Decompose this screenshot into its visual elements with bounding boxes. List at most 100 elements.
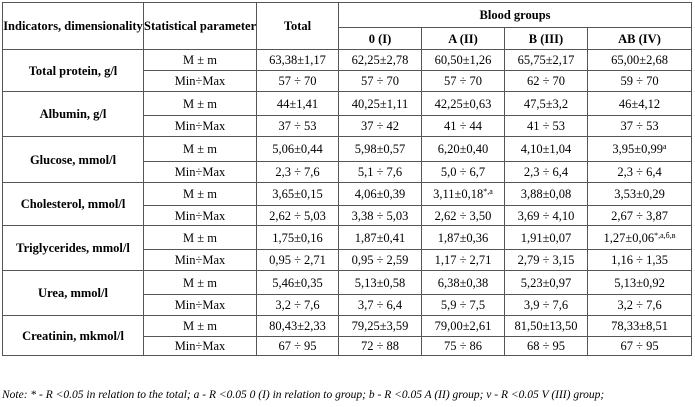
cell-group-0: 0,95 ÷ 2,59 [338, 249, 422, 271]
cell-value: 62 ÷ 70 [526, 74, 566, 88]
cell-group-b: 2,79 ÷ 3,15 [504, 249, 588, 271]
indicator-name: Total protein, g/l [2, 49, 144, 92]
cell-value: 41 ÷ 53 [526, 119, 566, 133]
cell-value: 79,00±2,61 [434, 319, 492, 333]
cell-value: 41 ÷ 44 [443, 119, 483, 133]
significance-marker: a [663, 142, 667, 151]
cell-value: 2,3 ÷ 7,6 [275, 165, 320, 179]
cell-value: 65,00±2,68 [611, 53, 668, 67]
table-row: Total protein, g/l M ± m 63,38±1,17 62,25±2… [2, 49, 693, 92]
cell-group-b: 81,50±13,50 [504, 315, 588, 337]
statistical-parameter: Min÷Max [143, 249, 257, 271]
cell-group-0: 72 ÷ 88 [338, 336, 422, 356]
cell-value: 3,2 ÷ 7,6 [275, 298, 320, 312]
cell-total: 37 ÷ 53 [256, 115, 339, 137]
statistical-parameter: Min÷Max [143, 70, 257, 92]
cell-value: 79,25±3,59 [351, 319, 409, 333]
cell-group-b: 3,69 ÷ 4,10 [504, 205, 588, 226]
cell-value: 3,69 ÷ 4,10 [517, 208, 575, 223]
cell-total: 2,3 ÷ 7,6 [256, 161, 339, 183]
cell-value: 44±1,41 [276, 96, 319, 111]
cell-group-0: 37 ÷ 42 [338, 115, 422, 137]
cell-group-0: 40,25±1,11 [338, 91, 422, 116]
statistical-parameter: Min÷Max [143, 115, 257, 137]
cell-group-a: 1,87±0,36 [421, 225, 505, 250]
cell-group-0: 57 ÷ 70 [338, 70, 422, 92]
table-row: Urea, mmol/l M ± m 5,46±0,35 5,13±0,58 6,38±… [2, 270, 693, 316]
cell-group-a: 5,0 ÷ 6,7 [421, 161, 505, 183]
table-row: Min÷Max 2,3 ÷ 7,6 5,1 ÷ 7,6 5,0 ÷ 6,7 2,3 ÷ … [3, 161, 693, 183]
cell-value: 2,62 ÷ 3,50 [434, 208, 492, 223]
cell-group-0: 5,13±0,58 [338, 270, 422, 295]
cell-total: 63,38±1,17 [256, 49, 339, 71]
table-row: Albumin, g/l M ± m 44±1,41 40,25±1,11 42,25±… [2, 91, 693, 137]
table-row: Triglycerides, mmol/l M ± m 1,75±0,16 1,87±… [2, 225, 693, 271]
cell-group-a: 41 ÷ 44 [421, 115, 505, 137]
cell-value: 62,25±2,78 [351, 53, 409, 67]
cell-group-b: 3,9 ÷ 7,6 [504, 294, 588, 316]
cell-value: 3,65±0,15 [272, 187, 323, 201]
cell-total: 0,95 ÷ 2,71 [256, 249, 339, 271]
cell-value: 72 ÷ 88 [360, 339, 400, 353]
cell-value: 3,9 ÷ 7,6 [523, 298, 569, 312]
cell-value: 37 ÷ 53 [278, 119, 317, 133]
cell-group-0: 4,06±0,39 [338, 182, 422, 206]
cell-total: 67 ÷ 95 [256, 336, 339, 356]
cell-value: 2,3 ÷ 6,4 [523, 165, 569, 179]
cell-group-a: 1,17 ÷ 2,71 [421, 249, 505, 271]
cell-group-a: 2,62 ÷ 3,50 [421, 205, 505, 226]
cell-value: 75 ÷ 86 [443, 339, 483, 353]
statistical-parameter: M ± m [143, 225, 257, 250]
cell-group-b: 47,5±3,2 [504, 91, 588, 116]
cell-group-a: 75 ÷ 86 [421, 336, 505, 356]
header-indicators: Indicators, dimensionality [2, 2, 144, 50]
cell-value: 46±4,12 [618, 96, 661, 111]
cell-value: 2,67 ÷ 3,87 [611, 208, 668, 223]
cell-value: 0,95 ÷ 2,71 [269, 253, 326, 267]
cell-value: 1,75±0,16 [272, 230, 323, 245]
cell-value: 5,23±0,97 [520, 275, 572, 290]
cell-group-ab: 5,13±0,92 [586, 270, 693, 295]
cell-value: 5,9 ÷ 7,5 [440, 298, 486, 312]
indicator-name: Glucose, mmol/l [2, 136, 144, 183]
cell-group-b: 4,10±1,04 [504, 136, 588, 162]
cell-value: 0,95 ÷ 2,59 [351, 253, 409, 267]
cell-group-0: 1,87±0,41 [338, 225, 422, 250]
cell-group-b: 1,91±0,07 [504, 225, 588, 250]
statistical-parameter: M ± m [143, 136, 257, 162]
statistical-parameter: Min÷Max [143, 205, 257, 226]
cell-total: 80,43±2,33 [256, 315, 339, 337]
cell-group-ab: 1,16 ÷ 1,35 [586, 249, 693, 271]
cell-group-ab: 65,00±2,68 [586, 49, 693, 71]
cell-group-0: 79,25±3,59 [338, 315, 422, 337]
statistical-parameter: Min÷Max [143, 161, 257, 183]
cell-group-a: 6,20±0,40 [421, 136, 505, 162]
statistical-parameter: M ± m [143, 270, 257, 295]
cell-value: 3,11±0,18 [433, 187, 484, 201]
cell-value: 5,0 ÷ 6,7 [440, 165, 486, 179]
cell-group-ab: 3,53±0,29 [586, 182, 693, 206]
cell-value: 2,3 ÷ 6,4 [617, 165, 662, 179]
cell-group-b: 68 ÷ 95 [504, 336, 588, 356]
cell-group-a: 6,38±0,38 [421, 270, 505, 295]
cell-value: 4,06±0,39 [354, 187, 406, 201]
cell-value: 68 ÷ 95 [526, 339, 566, 353]
cell-value: 3,95±0,99 [612, 142, 664, 156]
table-row: Min÷Max 57 ÷ 70 57 ÷ 70 57 ÷ 70 62 ÷ 70 59 ÷ … [3, 70, 693, 92]
cell-total: 2,62 ÷ 5,03 [256, 205, 339, 226]
cell-group-ab: 3,95±0,99a [586, 136, 693, 162]
cell-total: 44±1,41 [256, 91, 339, 116]
results-table: Indicators, dimensionality Statistical p… [2, 2, 693, 356]
cell-group-a: 57 ÷ 70 [421, 70, 505, 92]
statistical-parameter: M ± m [143, 315, 257, 337]
cell-group-a: 79,00±2,61 [421, 315, 505, 337]
cell-value: 2,79 ÷ 3,15 [517, 253, 575, 267]
cell-value: 37 ÷ 42 [360, 119, 400, 133]
table-note: Note: * - R <0.05 in relation to the tot… [2, 389, 605, 401]
table-row: Creatinin, mkmol/l M ± m 80,43±2,33 79,25±3… [2, 315, 693, 356]
cell-value: 81,50±13,50 [514, 319, 578, 333]
cell-value: 5,13±0,92 [614, 275, 665, 290]
cell-group-b: 3,88±0,08 [504, 182, 588, 206]
header-statistical-parameters: Statistical parameters [143, 2, 257, 50]
cell-group-b: 65,75±2,17 [504, 49, 588, 71]
